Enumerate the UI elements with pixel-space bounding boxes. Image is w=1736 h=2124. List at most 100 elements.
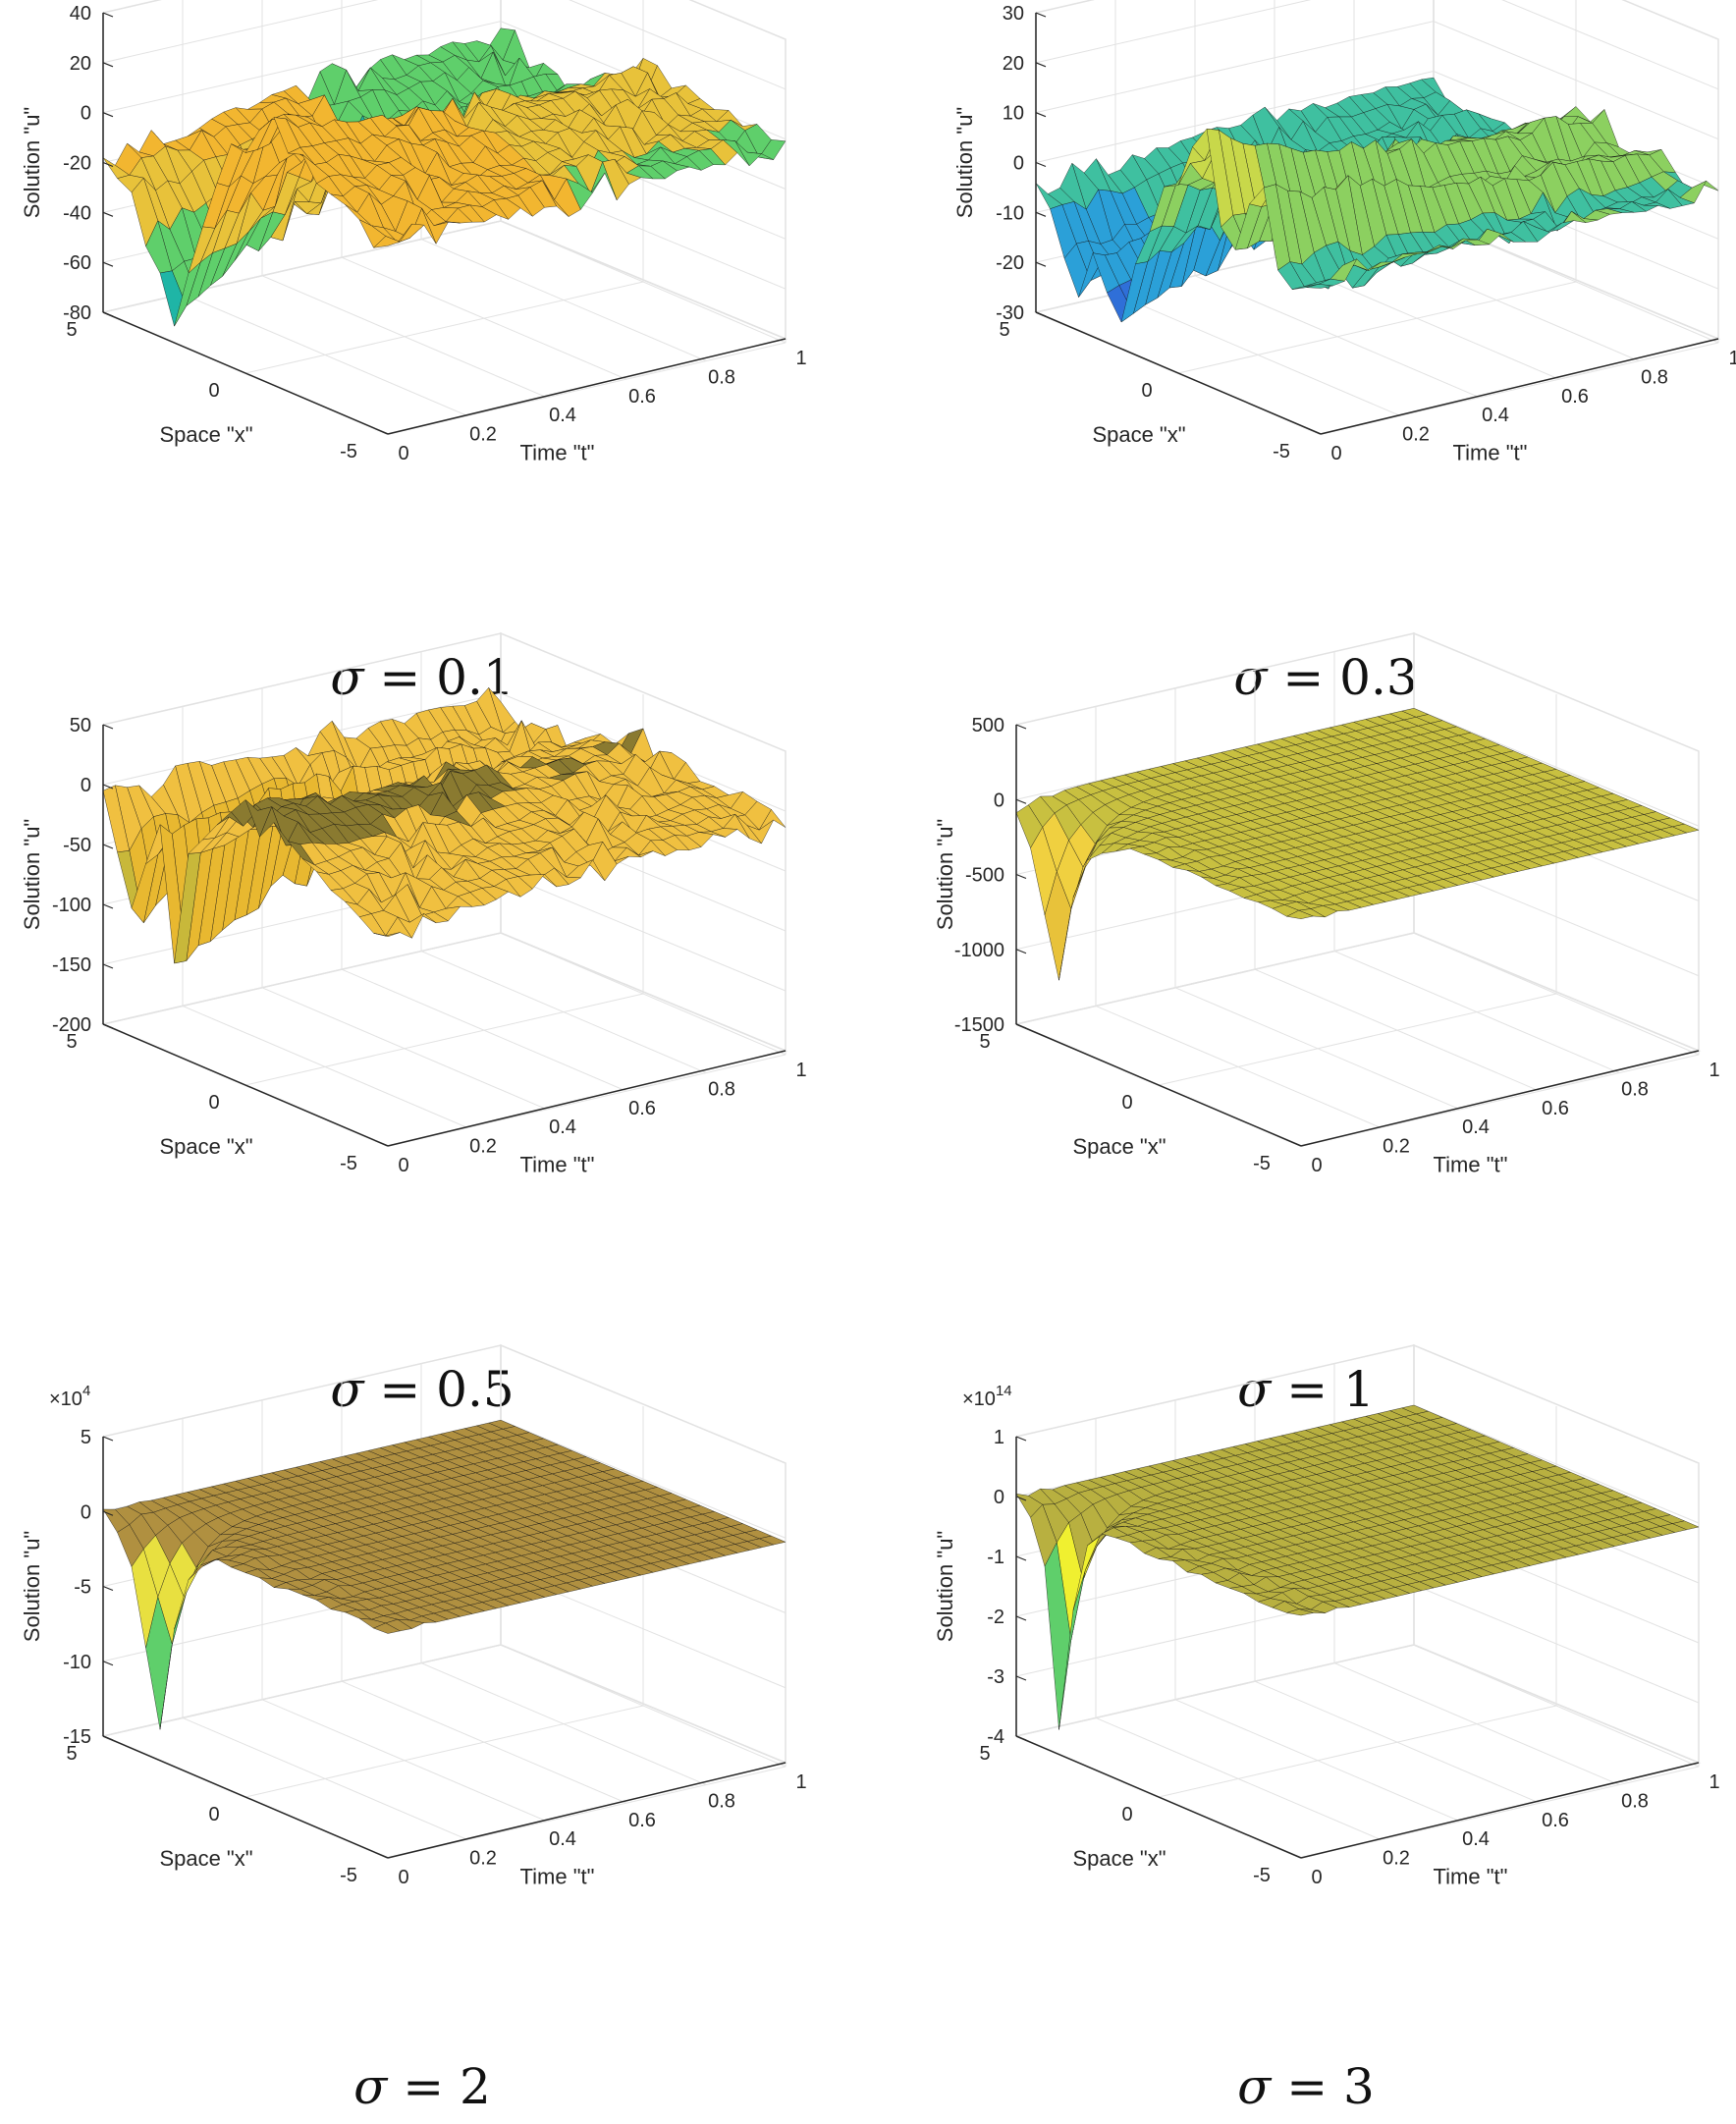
t-axis-label: Time "t" [520, 1153, 595, 1177]
z-tick [102, 844, 114, 849]
surface-facet [1286, 1608, 1314, 1616]
t-tick-label: 0.6 [628, 1098, 656, 1119]
x-axis-line [1035, 311, 1322, 435]
t-tick-label: 0.8 [708, 366, 735, 388]
x-axis-line [1015, 1023, 1302, 1147]
t-tick-label: 0.4 [549, 1828, 576, 1850]
z-tick-label: 1 [994, 1427, 1004, 1448]
z-tick-label: 0 [81, 103, 91, 125]
x-axis-line [102, 311, 389, 435]
z-tick [102, 963, 114, 969]
z-tick-label: -2 [987, 1607, 1004, 1628]
z-exponent-power: 14 [996, 1383, 1012, 1399]
x-tick-label: 5 [66, 1031, 77, 1053]
t-axis-line [387, 338, 787, 435]
surface-facet [372, 236, 402, 248]
surface-mesh [102, 27, 787, 327]
x-axis-line [102, 1735, 389, 1859]
t-tick-label: 0.6 [628, 1810, 656, 1831]
x-gridline [102, 932, 502, 1025]
x-axis-label: Space "x" [159, 1134, 252, 1159]
z-tick [102, 311, 114, 317]
t-axis-line [1300, 1762, 1700, 1859]
t-tick-label: 0.6 [1561, 386, 1589, 408]
z-axis-label: Solution "u" [20, 1531, 44, 1642]
z-tick [102, 161, 114, 168]
t-tick-label: 0.4 [549, 1116, 576, 1138]
surface-facet [1306, 284, 1333, 289]
t-tick-label: 0 [398, 443, 408, 464]
t-axis-line [387, 1050, 787, 1147]
t-tick-label: 0.8 [708, 1078, 735, 1100]
t-tick-label: 0.8 [1621, 1790, 1649, 1812]
z-tick [102, 112, 114, 118]
surface-mesh [102, 1419, 787, 1730]
z-tick-label: -5 [74, 1577, 91, 1599]
chart-panel-sigma-0-3: 30 20 10 0 -10 -20 -30 5 0 -5 0 0.2 0.4 0.6 0.8 1 Soluti… [933, 0, 1736, 707]
x-tick-label: -5 [340, 441, 357, 463]
z-tick [1015, 1023, 1027, 1029]
x-gridline [1158, 1705, 1557, 1798]
z-axis-label: Solution "u" [933, 819, 957, 930]
z-axis-label: Solution "u" [933, 1531, 957, 1642]
z-tick-label: 0 [994, 1487, 1004, 1508]
z-exponent-power: 4 [82, 1383, 90, 1399]
z-tick-label: 500 [972, 715, 1004, 736]
z-tick-label: 20 [1003, 53, 1024, 75]
x-gridline [244, 281, 644, 374]
z-tick [102, 1510, 114, 1516]
x-gridline [1015, 932, 1415, 1025]
t-tick-label: 0.8 [1641, 366, 1668, 388]
z-gridline [102, 0, 787, 90]
z-tick-label: 30 [1003, 3, 1024, 25]
t-tick-label: 0 [1311, 1155, 1322, 1176]
x-tick-label: 0 [208, 1092, 219, 1114]
x-tick-label: 5 [66, 1743, 77, 1765]
t-axis-label: Time "t" [1434, 1865, 1508, 1889]
z-tick-label: 0 [1013, 153, 1024, 175]
z-gridline [1035, 0, 1719, 90]
x-tick-label: 5 [66, 319, 77, 341]
chart-caption: σ = 1 [1237, 1361, 1375, 1418]
t-tick-label: 0.4 [1482, 405, 1509, 426]
x-tick-label: 0 [208, 1804, 219, 1825]
x-tick-label: 0 [1121, 1092, 1132, 1114]
z-tick-label: -1500 [954, 1014, 1004, 1036]
z-tick-label: -40 [63, 202, 91, 224]
z-tick-label: 0 [994, 790, 1004, 811]
axes-lines: 1 0 -1 -2 -3 -4 ×1014 5 0 -5 0 0.2 0.4 0.6 0.8 1 Solutio… [933, 1383, 1720, 1889]
z-tick-label: -20 [996, 252, 1024, 274]
x-axis-label: Space "x" [1072, 1846, 1166, 1871]
z-tick [1015, 1496, 1027, 1501]
t-axis-label: Time "t" [1453, 441, 1528, 465]
x-tick-label: 0 [208, 380, 219, 402]
axes-lines: 5 0 -5 -10 -15 ×104 5 0 -5 0 0.2 0.4 0.6 0.8 1 Solution… [20, 1383, 807, 1889]
t-tick-label: 0.8 [1621, 1078, 1649, 1100]
z-exponent-label: ×104 [49, 1383, 90, 1410]
t-tick-label: 0.2 [469, 1136, 497, 1158]
t-tick-label: 0 [398, 1155, 408, 1176]
t-axis-line [387, 1762, 787, 1859]
t-tick-label: 0 [1330, 443, 1341, 464]
x-tick-label: -5 [1253, 1153, 1271, 1174]
z-tick [102, 1661, 114, 1666]
t-tick-label: 0.4 [549, 405, 576, 426]
z-tick-label: 10 [1003, 103, 1024, 125]
x-tick-label: 0 [1141, 380, 1152, 402]
z-tick [1015, 873, 1027, 880]
t-axis-label: Time "t" [520, 441, 595, 465]
z-gridline [102, 932, 787, 1052]
x-gridline [244, 1705, 644, 1798]
t-tick-label: 0.6 [628, 386, 656, 408]
chart-panel-sigma-1: 500 0 -500 -1000 -1500 5 0 -5 0 0.2 0.4 0.6 0.8 1 Solu… [913, 631, 1736, 1419]
chart-panel-sigma-3: 1 0 -1 -2 -3 -4 ×1014 5 0 -5 0 0.2 0.4 0.6 0.8 1 Solutio… [913, 1343, 1736, 2124]
x-tick-label: -5 [1273, 441, 1290, 463]
t-tick-label: 0.4 [1462, 1828, 1490, 1850]
x-axis-label: Space "x" [1092, 422, 1185, 447]
t-tick-label: 0.8 [708, 1790, 735, 1812]
surface-facet [1285, 909, 1315, 919]
z-tick [102, 903, 114, 909]
